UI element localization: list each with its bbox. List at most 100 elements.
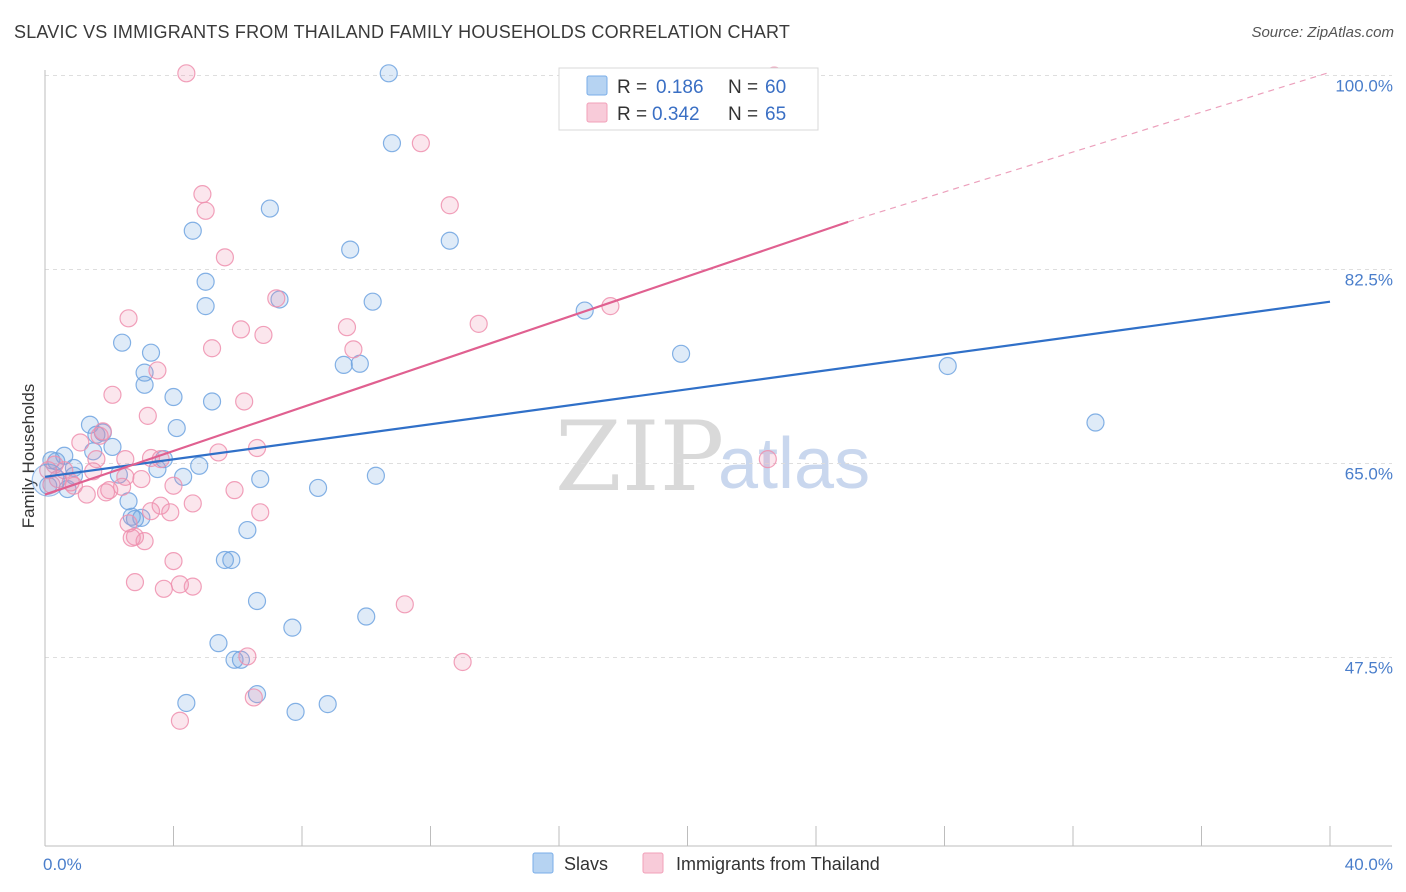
trend-lines — [44, 71, 1331, 496]
point-thailand — [154, 579, 173, 598]
point-thailand — [758, 450, 777, 469]
point-slavs — [190, 456, 209, 475]
point-thailand — [395, 595, 414, 614]
point-slavs — [209, 634, 228, 653]
legend-n-label: N = — [728, 104, 758, 125]
point-slavs — [260, 199, 279, 218]
tick-labels: 47.5% 65.0% 82.5% 100.0% 0.0% 40.0% — [43, 77, 1393, 874]
x-tick-label: 0.0% — [43, 855, 82, 874]
point-thailand — [119, 309, 138, 328]
point-thailand — [164, 476, 183, 495]
point-slavs — [379, 64, 398, 83]
bottom-legend-swatch-thailand — [642, 852, 664, 874]
legend-n-value: 60 — [765, 77, 786, 98]
legend-swatch-slavs — [586, 75, 608, 96]
point-slavs — [938, 356, 957, 376]
point-thailand — [440, 196, 459, 215]
point-thailand — [193, 185, 212, 204]
point-slavs — [363, 292, 382, 311]
point-thailand — [116, 467, 135, 486]
point-thailand — [337, 318, 357, 337]
point-slavs — [31, 463, 65, 497]
point-thailand — [254, 325, 273, 345]
point-slavs — [112, 333, 132, 352]
point-thailand — [141, 502, 161, 521]
y-axis-title: Family Households — [19, 384, 38, 529]
y-tick-label: 47.5% — [1345, 659, 1393, 678]
point-slavs — [286, 702, 305, 721]
point-thailand — [87, 450, 106, 469]
point-slavs — [103, 437, 122, 457]
point-slavs — [1086, 413, 1105, 432]
point-thailand — [344, 340, 363, 359]
point-slavs — [440, 231, 459, 250]
point-thailand — [132, 469, 151, 489]
point-slavs — [341, 240, 360, 259]
point-slavs — [334, 355, 353, 374]
point-slavs — [222, 550, 241, 570]
bottom-legend-label-slavs: Slavs — [564, 854, 608, 874]
point-thailand — [170, 711, 190, 730]
legend-r-value: 0.342 — [652, 104, 700, 125]
point-thailand — [225, 481, 244, 500]
point-thailand — [148, 361, 167, 380]
point-thailand — [138, 406, 157, 425]
legend-r-label: R = — [617, 104, 647, 125]
point-slavs — [183, 221, 202, 240]
point-thailand — [202, 339, 222, 358]
legend-swatch-thailand — [586, 102, 608, 123]
point-slavs — [196, 297, 215, 316]
trend-line-thailand — [44, 220, 849, 496]
point-slavs — [247, 591, 267, 611]
legend-n-label: N = — [728, 77, 758, 98]
point-slavs — [382, 134, 402, 153]
x-tick-label: 40.0% — [1345, 855, 1393, 874]
chart-title: SLAVIC VS IMMIGRANTS FROM THAILAND FAMIL… — [14, 22, 791, 42]
point-slavs — [357, 607, 376, 626]
point-thailand — [244, 688, 263, 707]
point-thailand — [161, 503, 180, 522]
bottom-legend: Slavs Immigrants from Thailand — [532, 852, 880, 874]
point-thailand — [231, 320, 251, 339]
point-thailand — [93, 422, 112, 441]
point-thailand — [96, 483, 116, 502]
point-thailand — [151, 496, 170, 515]
point-slavs — [177, 693, 196, 713]
point-slavs — [202, 392, 222, 411]
point-thailand — [469, 314, 488, 333]
point-slavs — [247, 685, 267, 704]
point-slavs — [366, 466, 385, 485]
point-thailand — [71, 433, 90, 452]
point-thailand — [135, 532, 154, 551]
point-slavs — [215, 550, 234, 570]
point-thailand — [235, 392, 254, 411]
point-thailand — [453, 652, 472, 672]
legend-r-label: R = — [617, 77, 647, 98]
point-thailand — [238, 647, 257, 666]
point-slavs — [283, 618, 302, 637]
point-thailand — [251, 503, 270, 522]
point-slavs — [671, 344, 691, 363]
bottom-legend-swatch-slavs — [532, 852, 554, 874]
point-thailand — [196, 201, 215, 220]
watermark-zip: ZIP — [555, 401, 724, 513]
point-slavs — [318, 695, 337, 714]
axes — [44, 70, 1392, 847]
source-label: Source: ZipAtlas.com — [1251, 24, 1394, 41]
y-tick-label: 82.5% — [1345, 271, 1393, 290]
bottom-legend-label-thailand: Immigrants from Thailand — [676, 854, 880, 874]
point-slavs — [135, 375, 154, 394]
top-legend: R = 0.186 N = 60 R = 0.342 N = 65 — [558, 67, 819, 131]
legend-n-value: 65 — [765, 104, 786, 125]
point-thailand — [103, 385, 122, 404]
trend-line-slavs — [44, 300, 1331, 478]
point-thailand — [125, 527, 145, 546]
point-slavs — [238, 520, 257, 540]
point-slavs — [141, 343, 161, 362]
point-slavs — [167, 418, 186, 438]
point-thailand — [77, 485, 96, 504]
point-thailand — [267, 289, 286, 308]
point-slavs — [196, 272, 215, 291]
y-tick-label: 65.0% — [1345, 465, 1393, 484]
grid-lines — [45, 75, 1392, 659]
